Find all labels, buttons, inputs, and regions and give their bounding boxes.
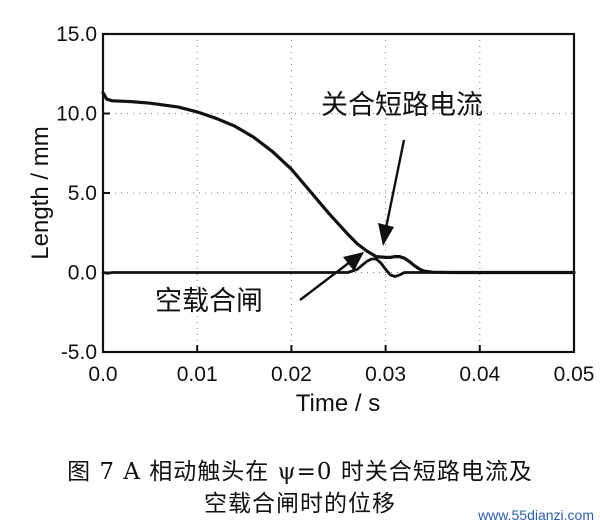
- series-line-1: [101, 91, 576, 275]
- x-tick-label: 0.0: [88, 363, 117, 386]
- x-tick-label: 0.01: [177, 363, 218, 386]
- y-tick-label: -5.0: [61, 341, 97, 364]
- annotation-no-load-arrow: [299, 252, 364, 301]
- axis-ticks: 0.0 0.01 0.02 0.03 0.04 0.05-5.00.05.010.015.…: [56, 23, 594, 386]
- annotation-short-circuit-label: 关合短路电流: [321, 90, 483, 121]
- y-tick-label: 0.0: [68, 262, 97, 285]
- y-tick-label: 15.0: [56, 23, 97, 46]
- series-line-2: [101, 257, 576, 278]
- x-tick-label: 0.05: [554, 363, 595, 386]
- y-tick-label: 5.0: [68, 182, 97, 205]
- y-tick-label: 10.0: [56, 103, 97, 126]
- annotation-short-circuit-arrow: [378, 139, 406, 246]
- watermark-text: www.55dianzi.com: [478, 507, 594, 523]
- series-layer: [101, 91, 576, 278]
- x-tick-label: 0.04: [459, 363, 500, 386]
- annotation-no-load-label: 空载合闸: [155, 286, 263, 317]
- y-axis-title: Length / mm: [27, 126, 54, 259]
- figure-caption-line-1: 图 7 A 相动触头在 ψ=0 时关合短路电流及: [67, 459, 533, 485]
- figure-caption-line-2: 空载合闸时的位移: [204, 491, 396, 517]
- x-tick-label: 0.02: [271, 363, 312, 386]
- x-axis-title: Time / s: [296, 390, 380, 417]
- x-tick-label: 0.03: [365, 363, 406, 386]
